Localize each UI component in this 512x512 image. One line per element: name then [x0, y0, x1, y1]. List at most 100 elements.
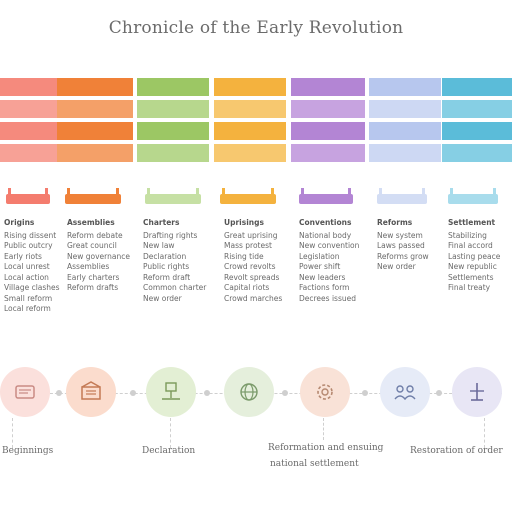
column-line: Declaration: [143, 251, 187, 261]
column-title: Settlement: [448, 218, 496, 227]
column-line: Factions form: [299, 283, 350, 292]
cap-3: [145, 188, 201, 204]
timeline-dot: [204, 390, 210, 396]
column-line: Great uprising: [224, 230, 278, 240]
cap-6: [377, 188, 427, 204]
column-5: Conventions National body New convention…: [291, 78, 365, 304]
column-7: Settlement Stabilizing Final accord Last…: [442, 78, 512, 294]
diagram-title: Chronicle of the Early Revolution: [108, 18, 404, 38]
cap-2: [65, 188, 121, 204]
flag-icon: [452, 367, 502, 417]
column-line: Settlements: [448, 272, 494, 282]
bottom-label-center: Reformation and ensuing: [268, 443, 384, 453]
color-band-1: [0, 78, 72, 166]
column-line: Local reform: [4, 304, 51, 313]
column-line: Lasting peace: [448, 251, 501, 261]
column-line: Legislation: [299, 251, 340, 261]
column-title: Uprisings: [224, 218, 264, 227]
column-line: Early riots: [4, 251, 42, 261]
column-line: Reforms grow: [377, 251, 429, 261]
column-title: Reforms: [377, 218, 413, 227]
column-line: Final treaty: [448, 283, 491, 292]
column-line: Reform debate: [67, 230, 123, 240]
column-title: Origins: [4, 218, 35, 227]
crowd-icon: [380, 367, 430, 417]
gear-icon: [300, 367, 350, 417]
column-6: Reforms New system Laws passed Reforms g…: [369, 78, 441, 273]
column-line: Power shift: [299, 262, 341, 271]
column-2: Assemblies Reform debate Great council N…: [57, 78, 133, 294]
cap-7: [448, 188, 498, 204]
globe-icon: [224, 367, 274, 417]
column-4: Uprisings Great uprising Mass protest Ri…: [214, 78, 286, 304]
column-line: Laws passed: [377, 241, 425, 250]
connector-line: [323, 418, 325, 440]
column-line: New order: [377, 262, 416, 271]
column-line: Crowd revolts: [224, 262, 276, 271]
column-line: Stabilizing: [448, 230, 487, 240]
column-line: Rising dissent: [4, 230, 57, 240]
text-block-4: Uprisings Great uprising Mass protest Ri…: [214, 218, 286, 304]
column-line: New system: [377, 230, 423, 240]
column-line: Public rights: [143, 262, 190, 271]
column-3: Charters Drafting rights New law Declara…: [137, 78, 209, 304]
column-line: Small reform: [4, 293, 53, 303]
color-band-7: [442, 78, 512, 166]
column-line: Assemblies: [67, 262, 110, 271]
bottom-label-right: Restoration of order: [410, 446, 503, 456]
bottom-label-center-2: national settlement: [270, 459, 359, 469]
connector-line: [170, 418, 172, 448]
column-line: New republic: [448, 262, 497, 271]
text-block-5: Conventions National body New convention…: [291, 218, 365, 304]
connector-line: [484, 418, 486, 448]
column-line: Public outcry: [4, 241, 53, 250]
connector-line: [12, 418, 14, 448]
text-block-7: Settlement Stabilizing Final accord Last…: [442, 218, 512, 294]
column-line: National body: [299, 230, 352, 240]
text-block-6: Reforms New system Laws passed Reforms g…: [369, 218, 441, 273]
column-line: Early charters: [67, 272, 120, 282]
column-line: Local unrest: [4, 262, 50, 271]
column-line: New law: [143, 241, 175, 250]
column-title: Conventions: [299, 218, 352, 227]
column-title: Assemblies: [67, 218, 115, 227]
column-line: Local action: [4, 272, 49, 282]
column-line: Crowd marches: [224, 293, 283, 303]
document-icon: [66, 367, 116, 417]
timeline-dot: [362, 390, 368, 396]
column-line: Drafting rights: [143, 230, 198, 240]
cap-1: [6, 188, 50, 204]
color-band-3: [137, 78, 209, 166]
column-line: New order: [143, 293, 182, 303]
timeline-dot: [130, 390, 136, 396]
column-line: Rising tide: [224, 251, 264, 261]
column-line: Mass protest: [224, 241, 272, 250]
column-title: Charters: [143, 218, 180, 227]
text-block-3: Charters Drafting rights New law Declara…: [137, 218, 209, 304]
column-line: New convention: [299, 241, 360, 250]
column-line: Capital riots: [224, 283, 270, 292]
column-line: New governance: [67, 251, 130, 261]
column-line: Great council: [67, 241, 117, 250]
column-line: Revolt spreads: [224, 272, 280, 282]
column-line: Village clashes: [4, 283, 60, 292]
bottom-label-mid: Declaration: [142, 446, 196, 456]
cap-5: [299, 188, 353, 204]
timeline-dot: [56, 390, 62, 396]
color-band-4: [214, 78, 286, 166]
color-band-5: [291, 78, 365, 166]
column-line: Final accord: [448, 241, 493, 250]
color-band-6: [369, 78, 441, 166]
column-line: Decrees issued: [299, 293, 356, 303]
text-block-2: Assemblies Reform debate Great council N…: [57, 218, 133, 294]
timeline-dot: [436, 390, 442, 396]
cap-4: [220, 188, 276, 204]
column-1: Origins Rising dissent Public outcry Ear…: [0, 78, 72, 315]
bottom-label-left: Beginnings: [2, 446, 54, 456]
text-block-1: Origins Rising dissent Public outcry Ear…: [0, 218, 72, 315]
timeline-dot: [282, 390, 288, 396]
column-line: Reform drafts: [67, 283, 119, 292]
column-line: New leaders: [299, 272, 346, 282]
scales-icon: [146, 367, 196, 417]
color-band-2: [57, 78, 133, 166]
